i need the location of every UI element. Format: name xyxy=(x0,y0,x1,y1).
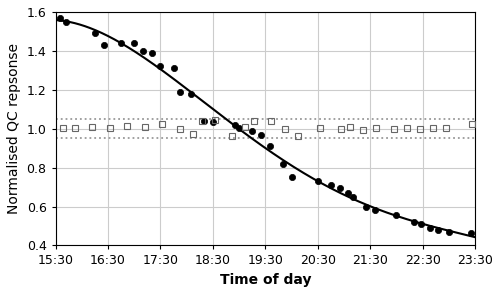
X-axis label: Time of day: Time of day xyxy=(220,273,311,287)
Y-axis label: Normalised QC repsonse: Normalised QC repsonse xyxy=(7,43,21,214)
